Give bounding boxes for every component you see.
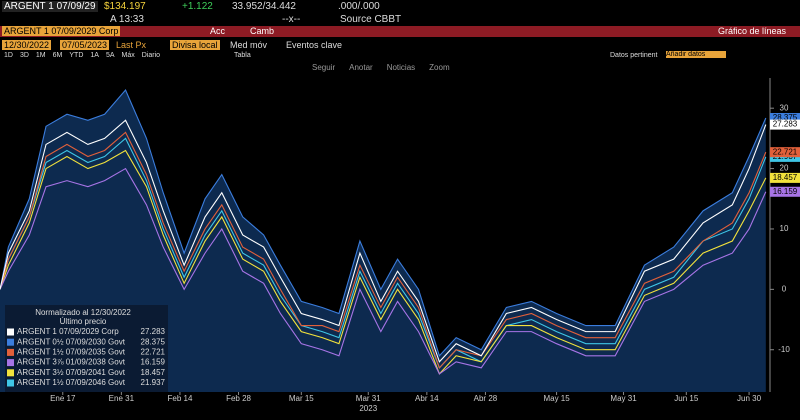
x-tick-label: Ene 17	[50, 394, 76, 403]
security[interactable]: ARGENT 1 07/09/2029 Corp	[2, 26, 121, 36]
value-label-box	[770, 186, 800, 197]
tool-button[interactable]: Zoom	[429, 63, 450, 72]
series-line	[0, 131, 767, 369]
yield: .000/.000	[338, 1, 380, 12]
events[interactable]: Eventos clave	[286, 40, 343, 50]
range-button[interactable]: 3D	[19, 52, 29, 59]
legend-swatch	[7, 338, 14, 346]
legend-label: ARGENT 3⅞ 01/09/2038 Govt	[17, 358, 126, 367]
separator: --x--	[282, 14, 301, 25]
range-button[interactable]: Diario	[141, 52, 161, 59]
x-tick-label: Mar 31	[356, 394, 381, 403]
value-label: 28.375	[773, 113, 798, 122]
x-tick-label: May 31	[610, 394, 637, 403]
range-button[interactable]: 6M	[52, 52, 63, 59]
legend-swatch	[7, 369, 14, 377]
value-label-box	[770, 113, 800, 124]
legend-value: 28.375	[141, 337, 166, 346]
currency[interactable]: Divisa local	[170, 40, 220, 50]
legend-title: Normalizado al 12/30/2022	[35, 308, 131, 317]
add-data[interactable]: Añadir datos	[666, 51, 726, 58]
y-tick-label: -10	[778, 345, 790, 354]
y-tick-label: 0	[782, 284, 787, 293]
view-title: Gráfico de líneas	[718, 26, 787, 36]
x-tick-label: Abr 28	[474, 394, 498, 403]
x-axis-label: 2023	[359, 404, 377, 413]
x-tick-label: Abr 14	[415, 394, 439, 403]
value-label-box	[770, 119, 800, 130]
x-tick-label: Jun 15	[674, 394, 699, 403]
value-label-box	[770, 172, 800, 183]
range-button[interactable]: 1A	[90, 52, 99, 59]
tool-button[interactable]: Noticias	[386, 63, 416, 72]
y-tick-label: 30	[780, 103, 789, 112]
value-label-box	[770, 147, 800, 158]
table-button[interactable]: Tabla	[234, 52, 251, 59]
legend-label: ARGENT 1½ 07/09/2046 Govt	[17, 378, 126, 387]
tool-button[interactable]: Anotar	[349, 63, 373, 72]
legend-value: 18.457	[141, 368, 166, 377]
bid-ask: 33.952/34.442	[232, 1, 296, 12]
price: $134.197	[104, 1, 146, 12]
end-date[interactable]: 07/05/2023	[60, 40, 110, 50]
legend-label: ARGENT 1½ 07/09/2035 Govt	[17, 348, 126, 357]
legend-subtitle: Último precio	[60, 317, 107, 326]
value-label: 22.721	[773, 147, 798, 156]
value-label: 18.457	[773, 173, 798, 182]
legend-swatch	[7, 328, 14, 336]
ticker: ARGENT 1 07/09/29	[2, 1, 98, 12]
tool-button[interactable]: Seguir	[312, 63, 336, 72]
series-line	[0, 137, 767, 369]
range-button[interactable]: Máx	[121, 52, 135, 59]
y-tick-label: 20	[780, 164, 789, 173]
legend-label: ARGENT 1 07/09/2029 Corp	[17, 327, 119, 336]
series-line	[0, 149, 767, 375]
series-line	[0, 119, 767, 363]
legend-value: 21.937	[141, 378, 166, 387]
legend-value: 16.159	[141, 358, 166, 367]
range-button[interactable]: 1M	[35, 52, 46, 59]
series-line	[0, 167, 767, 375]
x-tick-label: Mar 15	[289, 394, 314, 403]
range-button[interactable]: YTD	[69, 52, 84, 59]
x-tick-label: Feb 28	[226, 394, 251, 403]
x-tick-label: May 15	[543, 394, 570, 403]
change: +1.122	[182, 1, 213, 12]
legend-swatch	[7, 348, 14, 356]
legend-swatch	[7, 359, 14, 367]
x-tick-label: Jun 30	[737, 394, 762, 403]
area	[0, 90, 766, 393]
legend-label: ARGENT 3½ 07/09/2041 Govt	[17, 368, 126, 377]
series-line	[0, 89, 767, 357]
field[interactable]: Last Px	[116, 40, 147, 50]
legend-swatch	[7, 379, 14, 387]
legend-label: ARGENT 0½ 07/09/2030 Govt	[17, 337, 126, 346]
value-label: 16.159	[773, 187, 798, 196]
start-date[interactable]: 12/30/2022	[2, 40, 52, 50]
source: Source CBBT	[340, 14, 402, 25]
range-button[interactable]: 1D	[4, 52, 13, 59]
value-label: 27.283	[773, 120, 798, 129]
legend-value: 27.283	[141, 327, 166, 336]
time: A 13:33	[110, 14, 144, 25]
x-tick-label: Ene 31	[109, 394, 135, 403]
legend-value: 22.721	[141, 348, 166, 357]
compare-menu[interactable]: Camb	[250, 26, 275, 36]
y-tick-label: 10	[780, 224, 789, 233]
moving-avg[interactable]: Med móv	[230, 40, 268, 50]
range-button[interactable]: 5A	[105, 52, 115, 59]
data-button[interactable]: Datos pertinent	[610, 52, 658, 59]
menu-bar	[0, 26, 800, 37]
actions-menu[interactable]: Acc	[210, 26, 226, 36]
legend-box	[5, 305, 168, 392]
x-tick-label: Feb 14	[167, 394, 192, 403]
toolbar: Seguir Anotar Noticias Zoom	[312, 63, 464, 72]
ranges: 1D 3D 1M 6M YTD 1A 5A Máx Diario	[4, 52, 167, 59]
